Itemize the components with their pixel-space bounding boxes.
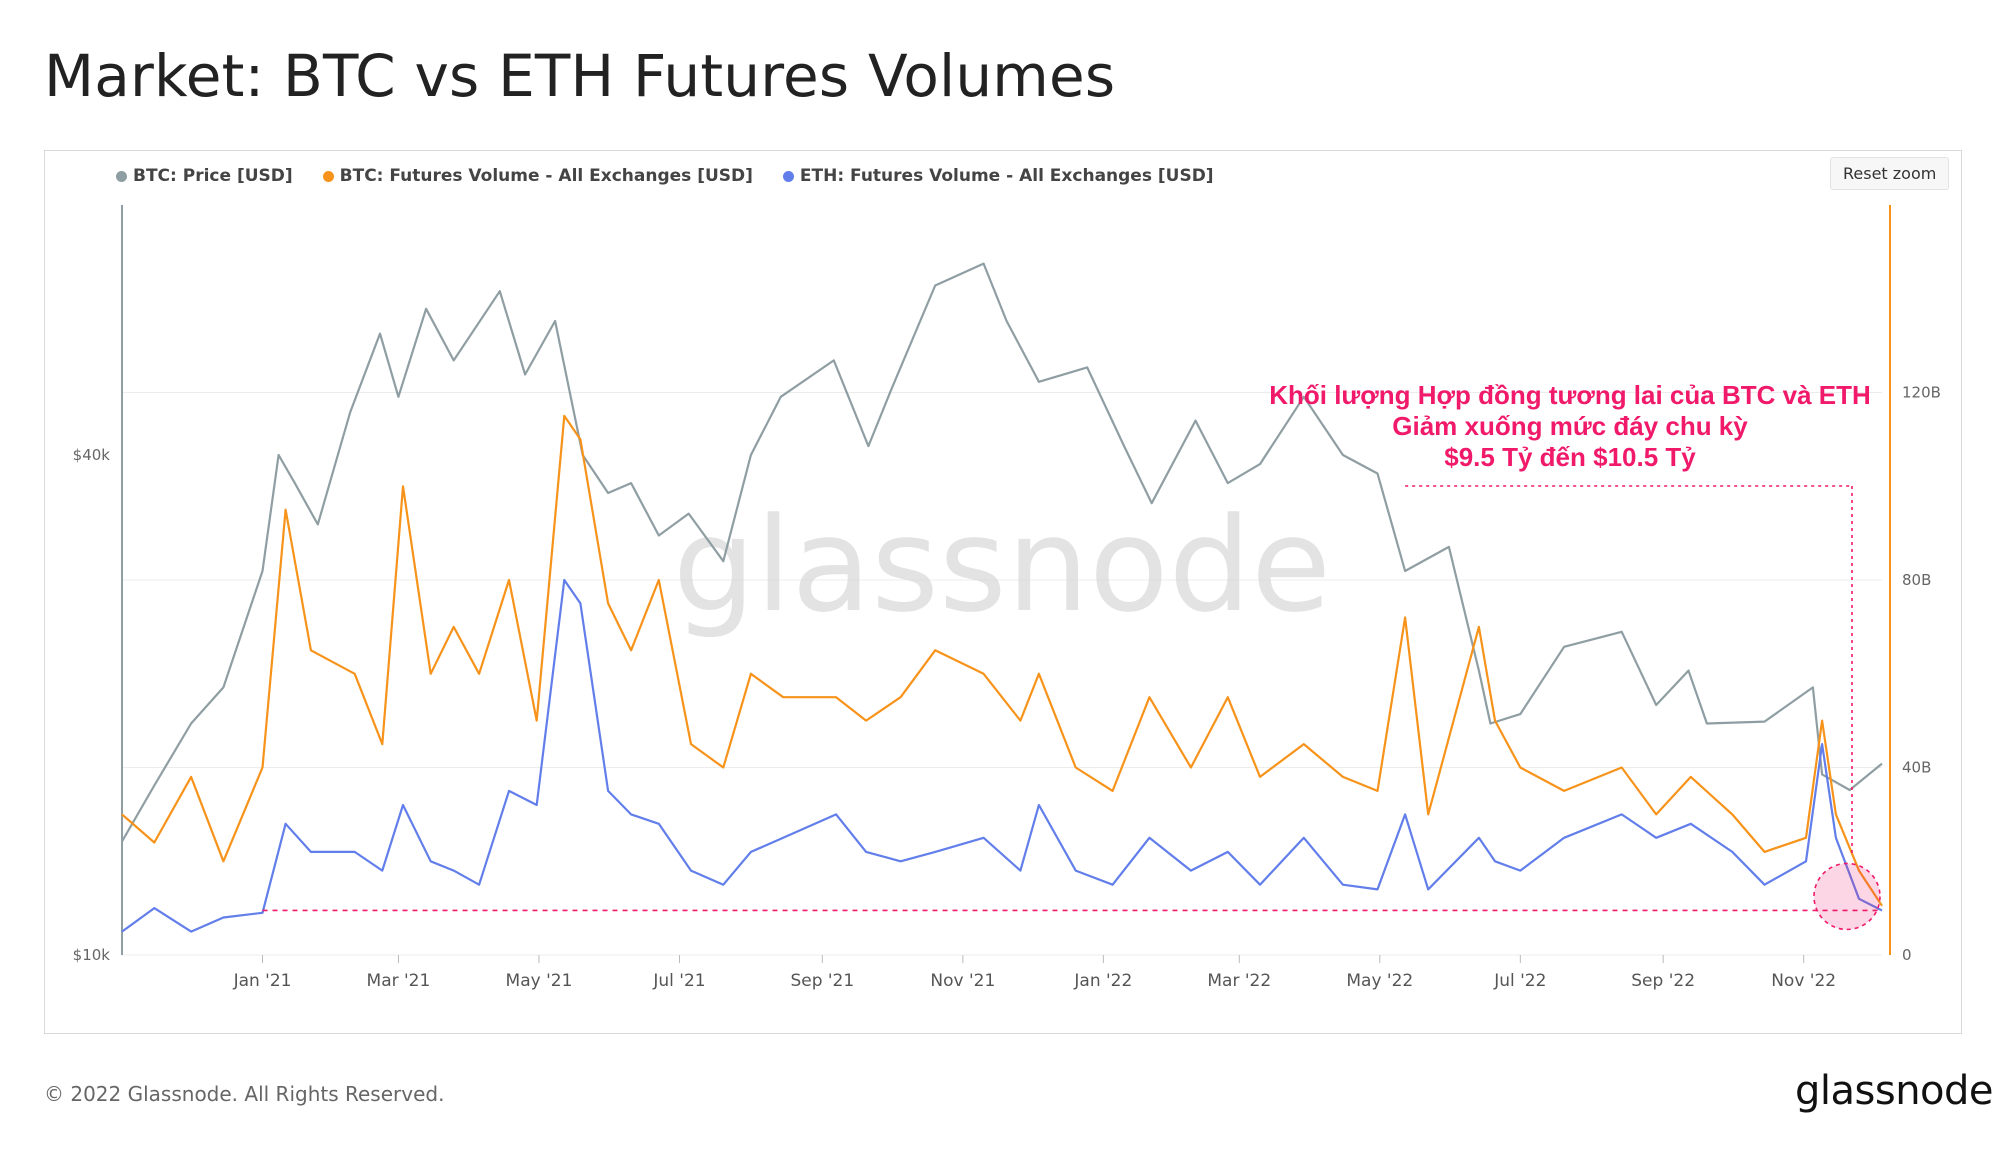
- annotation: Khối lượng Hợp đồng tương lai của BTC và…: [1250, 380, 1890, 473]
- x-tick-label: Nov '21: [930, 971, 995, 991]
- right-tick-label: 0: [1902, 946, 1912, 964]
- right-tick-label: 40B: [1902, 759, 1931, 777]
- x-tick-label: Jan '22: [1073, 971, 1132, 991]
- chart-frame: [44, 150, 1962, 1034]
- annotation-line-3: $9.5 Tỷ đến $10.5 Tỷ: [1444, 442, 1696, 472]
- series-line-1: [121, 414, 1883, 907]
- x-tick-label: May '21: [506, 971, 573, 991]
- annotation-line-2: Giảm xuống mức đáy chu kỳ: [1392, 411, 1748, 441]
- page-title: Market: BTC vs ETH Futures Volumes: [44, 42, 1116, 110]
- copyright: © 2022 Glassnode. All Rights Reserved.: [44, 1082, 445, 1106]
- left-tick-label: $40k: [73, 446, 111, 464]
- x-tick-label: Nov '22: [1771, 971, 1836, 991]
- legend-item-0[interactable]: BTC: Price [USD]: [116, 166, 293, 186]
- legend-dot: [322, 170, 334, 182]
- x-tick-label: May '22: [1346, 971, 1413, 991]
- legend-item-1[interactable]: BTC: Futures Volume - All Exchanges [USD…: [322, 166, 753, 186]
- x-tick-label: Sep '21: [790, 971, 854, 991]
- watermark: glassnode: [673, 489, 1331, 641]
- legend-label: ETH: Futures Volume - All Exchanges [USD…: [799, 166, 1214, 186]
- x-tick-label: Jan '21: [233, 971, 292, 991]
- reset-zoom-button[interactable]: Reset zoom: [1830, 157, 1950, 190]
- x-tick-label: Jul '22: [1493, 971, 1546, 991]
- footer-logo: glassnode: [1795, 1068, 1994, 1114]
- legend-label: BTC: Futures Volume - All Exchanges [USD…: [339, 166, 753, 186]
- legend-label: BTC: Price [USD]: [133, 166, 293, 186]
- annotation-line-1: Khối lượng Hợp đồng tương lai của BTC và…: [1269, 380, 1871, 410]
- left-tick-label: $10k: [73, 946, 111, 964]
- x-tick-label: Mar '22: [1207, 971, 1271, 991]
- series-line-2: [121, 578, 1883, 933]
- legend-dot: [782, 170, 794, 182]
- right-tick-label: 120B: [1902, 384, 1941, 402]
- right-tick-label: 80B: [1902, 571, 1931, 589]
- legend-item-2[interactable]: ETH: Futures Volume - All Exchanges [USD…: [782, 166, 1214, 186]
- series-line-0: [121, 262, 1883, 843]
- x-tick-label: Mar '21: [367, 971, 431, 991]
- legend-dot: [116, 170, 127, 182]
- legend: BTC: Price [USD] BTC: Futures Volume - Al…: [116, 166, 1214, 186]
- gridlines: [122, 392, 1882, 956]
- annotation-circle: [1813, 862, 1881, 931]
- x-tick-label: Jul '21: [652, 971, 705, 991]
- x-tick-label: Sep '22: [1631, 971, 1695, 991]
